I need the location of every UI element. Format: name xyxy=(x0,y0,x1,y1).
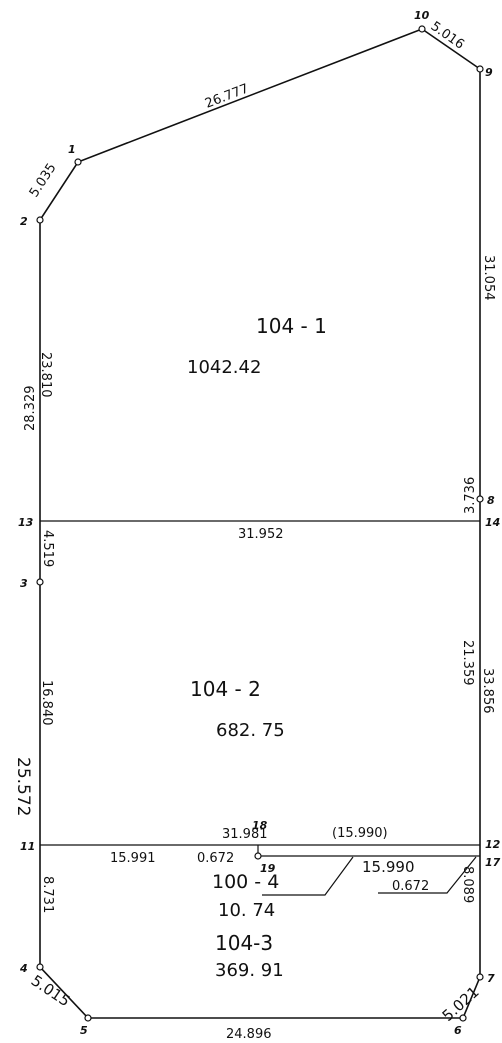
point-label-19: 19 xyxy=(260,862,276,875)
leader-lot4 xyxy=(262,856,354,896)
dimension-right-total: 33.856 xyxy=(480,668,495,714)
point-label-4: 4 xyxy=(19,962,28,975)
point-label-7: 7 xyxy=(487,972,495,985)
leader-lot4-small xyxy=(378,856,477,894)
lot-4-label: 100 - 4 xyxy=(212,871,279,893)
dimension-2-1: 5.035 xyxy=(27,161,60,200)
lot-1-area: 1042.42 xyxy=(187,357,261,378)
dimension-19-small: 0.672 xyxy=(197,851,234,866)
lot-4-area: 10. 74 xyxy=(218,900,275,921)
corner-node-7 xyxy=(476,973,484,981)
point-label-17: 17 xyxy=(485,856,501,869)
dimension-5-6: 24.896 xyxy=(226,1027,272,1042)
lot-1-label: 104 - 1 xyxy=(256,314,327,338)
lot-3-area: 369. 91 xyxy=(215,960,284,981)
point-label-14: 14 xyxy=(485,516,500,529)
corner-node-1 xyxy=(74,158,82,166)
dimension-11-4: 8.731 xyxy=(40,876,55,913)
point-label-2: 2 xyxy=(20,215,28,228)
corner-node-5 xyxy=(84,1014,92,1022)
corner-node-19 xyxy=(254,852,262,860)
corner-node-4 xyxy=(36,963,44,971)
point-label-5: 5 xyxy=(80,1024,88,1037)
corner-node-8 xyxy=(476,495,484,503)
point-label-12: 12 xyxy=(485,838,501,851)
corner-node-3 xyxy=(36,578,44,586)
dimension-parenthetical: (15.990) xyxy=(332,826,388,841)
dimension-13-3: 4.519 xyxy=(40,530,55,567)
corner-node-2 xyxy=(36,216,44,224)
dimension-left-upper-a: 23.810 xyxy=(38,352,53,398)
dimension-18-12: 31.981 xyxy=(222,827,268,842)
dimension-lot4-small: 0.672 xyxy=(392,879,429,894)
point-label-11: 11 xyxy=(20,840,35,853)
dimension-10-9: 5.016 xyxy=(428,19,467,53)
point-label-10: 10 xyxy=(414,9,430,22)
lot-3-label: 104-3 xyxy=(215,931,273,955)
point-label-1: 1 xyxy=(68,143,76,156)
lot-2-label: 104 - 2 xyxy=(190,677,261,701)
dimension-left-upper-b: 28.329 xyxy=(23,386,38,432)
dimension-8-14: 3.736 xyxy=(463,477,478,514)
corner-node-9 xyxy=(476,65,484,73)
dimension-3-11: 16.840 xyxy=(39,680,54,726)
point-label-3: 3 xyxy=(20,577,28,590)
dimension-13-14: 31.952 xyxy=(238,527,284,542)
dimension-9-8: 31.054 xyxy=(481,255,496,301)
point-label-13: 13 xyxy=(18,516,34,529)
dimension-1-10: 26.777 xyxy=(203,81,251,111)
dimension-lot4-right: 15.990 xyxy=(362,858,415,876)
point-label-6: 6 xyxy=(454,1024,462,1037)
corner-node-6 xyxy=(459,1014,467,1022)
lot-2-area: 682. 75 xyxy=(216,720,285,741)
point-label-18: 18 xyxy=(252,819,268,832)
corner-node-10 xyxy=(418,25,426,33)
dimension-14-12: 21.359 xyxy=(460,640,475,686)
point-label-8: 8 xyxy=(487,494,495,507)
dimension-11-19: 15.991 xyxy=(110,851,156,866)
point-label-9: 9 xyxy=(485,66,493,79)
dimension-17-7: 8.089 xyxy=(460,866,475,903)
dimension-left-total: 25.572 xyxy=(13,757,33,816)
